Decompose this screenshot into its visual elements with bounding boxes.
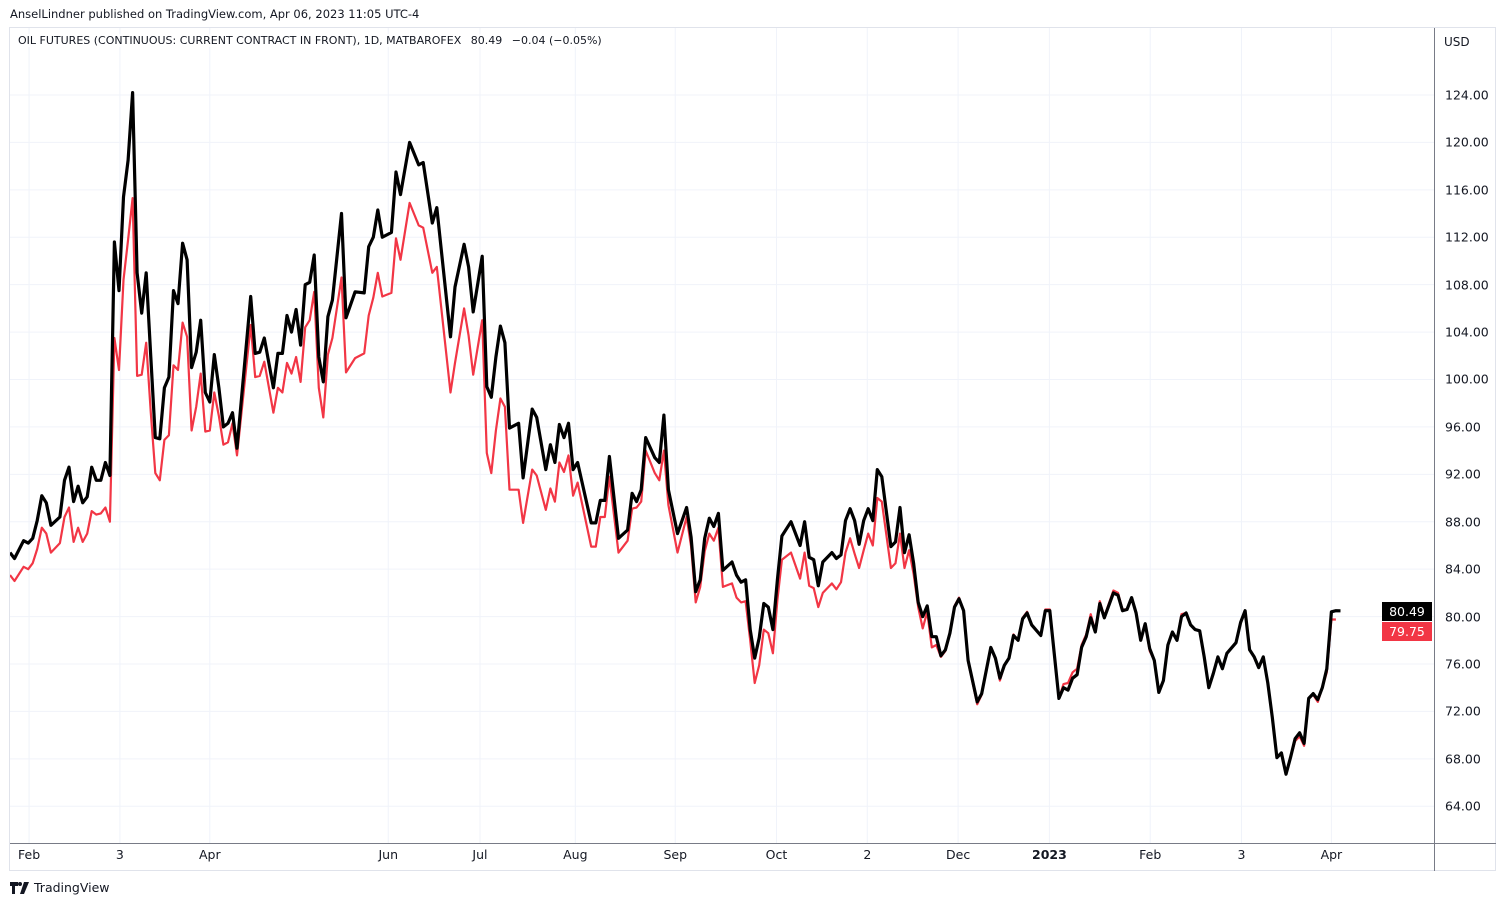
last-price-label: 80.49 — [1382, 601, 1432, 621]
tradingview-logo-text: TradingView — [34, 880, 110, 895]
y-tick-label: 72.00 — [1445, 703, 1481, 719]
x-tick-label: Sep — [663, 847, 687, 862]
time-axis-border — [10, 843, 1496, 844]
x-tick-label: Jun — [378, 847, 399, 862]
series-line-main — [10, 91, 1341, 776]
symbol-legend: OIL FUTURES (CONTINUOUS: CURRENT CONTRAC… — [18, 34, 608, 47]
x-tick-label: Aug — [563, 847, 588, 862]
y-tick-label: 104.00 — [1445, 324, 1489, 340]
price-chart-plot[interactable] — [10, 28, 1434, 843]
y-tick-label: 84.00 — [1445, 561, 1481, 577]
y-tick-label: 120.00 — [1445, 134, 1489, 150]
y-tick-label: 68.00 — [1445, 751, 1481, 767]
tradingview-logo-icon — [10, 881, 29, 894]
price-axis-border — [1434, 28, 1435, 871]
y-tick-label: 100.00 — [1445, 371, 1489, 387]
x-tick-label: Apr — [1320, 847, 1343, 862]
currency-label[interactable]: USD — [1444, 35, 1470, 49]
x-tick-label: Dec — [946, 847, 971, 862]
y-tick-label: 92.00 — [1445, 466, 1481, 482]
y-tick-label: 88.00 — [1445, 514, 1481, 530]
x-tick-label: 3 — [1237, 847, 1246, 862]
secondary-price-label: 79.75 — [1382, 621, 1432, 641]
last-price: 80.49 — [470, 34, 503, 47]
y-tick-label: 76.00 — [1445, 656, 1481, 672]
x-tick-label: 2023 — [1031, 847, 1067, 862]
x-tick-label: Feb — [17, 847, 41, 862]
y-tick-label: 80.00 — [1445, 609, 1481, 625]
y-tick-label: 108.00 — [1445, 277, 1489, 293]
y-tick-label: 112.00 — [1445, 229, 1489, 245]
x-tick-label: 2 — [863, 847, 872, 862]
tradingview-logo[interactable]: TradingView — [10, 880, 110, 895]
x-tick-label: 3 — [115, 847, 124, 862]
y-tick-label: 64.00 — [1445, 798, 1481, 814]
y-tick-label: 96.00 — [1445, 419, 1481, 435]
x-tick-label: Feb — [1139, 847, 1162, 862]
symbol-title: OIL FUTURES (CONTINUOUS: CURRENT CONTRAC… — [18, 34, 462, 47]
y-tick-label: 116.00 — [1445, 182, 1489, 198]
y-tick-label: 124.00 — [1445, 87, 1489, 103]
x-tick-label: Jul — [472, 847, 488, 862]
x-tick-label: Oct — [765, 847, 788, 862]
published-by-line: AnselLindner published on TradingView.co… — [10, 7, 420, 21]
chart-frame — [9, 27, 1496, 871]
x-tick-label: Apr — [198, 847, 221, 862]
price-change: −0.04 (−0.05%) — [511, 34, 602, 47]
